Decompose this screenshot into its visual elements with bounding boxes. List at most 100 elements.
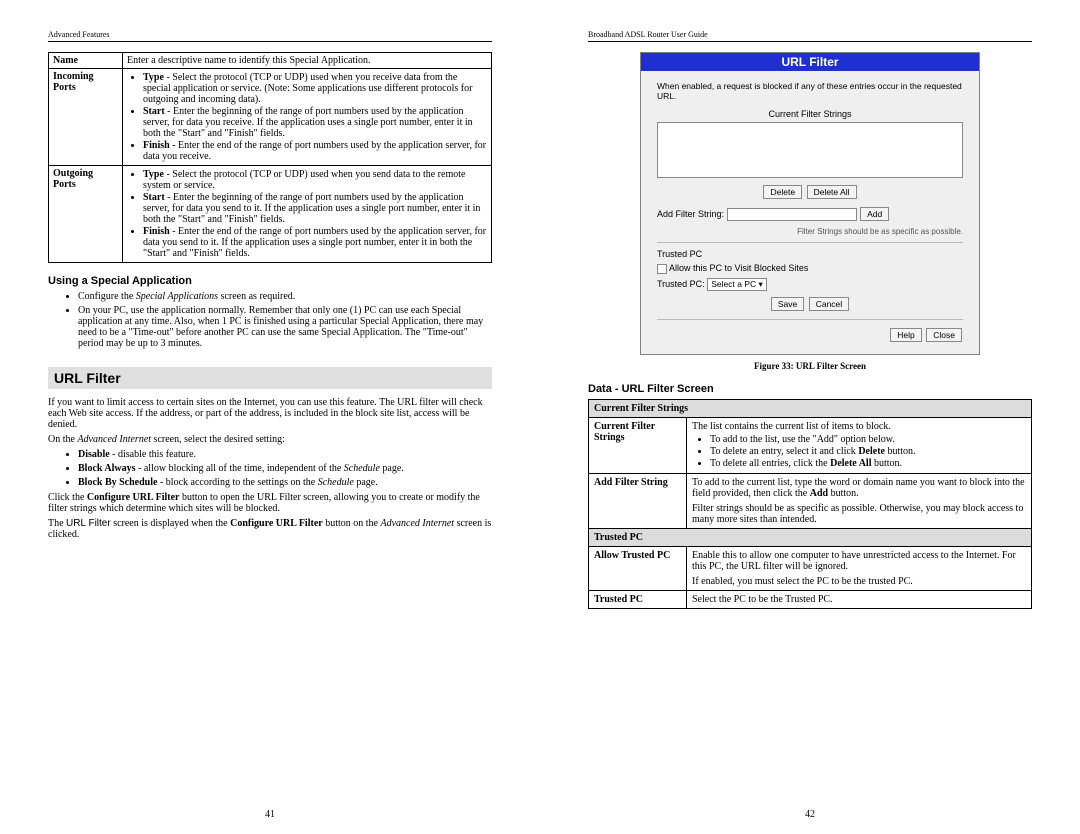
text: The list contains the current list of it…	[692, 421, 891, 432]
text: On your PC, use the application normally…	[78, 305, 483, 349]
figure-caption: Figure 33: URL Filter Screen	[588, 361, 1032, 371]
bold: Configure URL Filter	[230, 518, 323, 529]
add-filter-input[interactable]	[727, 208, 857, 221]
term: Finish	[143, 226, 170, 237]
table-key: Allow Trusted PC	[589, 546, 687, 590]
para: On the Advanced Internet screen, select …	[48, 434, 492, 445]
text: Enable this to allow one computer to hav…	[692, 550, 1026, 572]
left-page: Advanced Features Name Enter a descripti…	[0, 0, 540, 834]
para: The URL Filter screen is displayed when …	[48, 518, 492, 540]
def-label: Incoming Ports	[49, 69, 123, 166]
allow-trusted-label: Allow this PC to Visit Blocked Sites	[669, 263, 808, 273]
text: On the	[48, 434, 77, 445]
table-val: Select the PC to be the Trusted PC.	[687, 590, 1032, 608]
using-list: Configure the Special Applications scree…	[48, 291, 492, 349]
text: screen as required.	[218, 291, 295, 302]
bold: Add	[810, 488, 828, 499]
screenshot-note: When enabled, a request is blocked if an…	[657, 81, 963, 101]
text: screen, select the desired setting:	[151, 434, 285, 445]
bold: Configure URL Filter	[87, 492, 180, 503]
text: page.	[380, 463, 404, 474]
page-number: 42	[588, 809, 1032, 820]
term: Finish	[143, 140, 170, 151]
table-band: Current Filter Strings	[589, 399, 1032, 417]
table-key: Add Filter String	[589, 473, 687, 528]
text: The	[48, 518, 66, 529]
term-desc: - Enter the beginning of the range of po…	[143, 192, 480, 225]
using-heading: Using a Special Application	[48, 275, 492, 287]
text: To delete all entries, click the	[710, 458, 830, 469]
definitions-table: Name Enter a descriptive name to identif…	[48, 52, 492, 263]
term-desc: - Enter the end of the range of port num…	[143, 140, 486, 162]
text: Click the	[48, 492, 87, 503]
term-desc: - Enter the end of the range of port num…	[143, 226, 486, 259]
text: button.	[828, 488, 859, 499]
table-val: To add to the current list, type the wor…	[687, 473, 1032, 528]
url-filter-heading: URL Filter	[48, 367, 492, 389]
text: - disable this feature.	[112, 449, 196, 460]
url-filter-screenshot: URL Filter When enabled, a request is bl…	[640, 52, 980, 355]
save-button[interactable]: Save	[771, 297, 804, 311]
option-list: Disable - disable this feature. Block Al…	[48, 449, 492, 488]
data-heading: Data - URL Filter Screen	[588, 383, 1032, 395]
def-value: Enter a descriptive name to identify thi…	[123, 53, 492, 69]
sans: URL Filter	[66, 518, 111, 529]
opt: Disable	[78, 449, 112, 460]
text: If enabled, you must select the PC to be…	[692, 576, 1026, 587]
text: - allow blocking all of the time, indepe…	[136, 463, 344, 474]
text: button on the	[323, 518, 381, 529]
page-header-left: Advanced Features	[48, 30, 492, 42]
ital: Special Applications	[136, 291, 218, 302]
right-page: Broadband ADSL Router User Guide URL Fil…	[540, 0, 1080, 834]
def-label: Outgoing Ports	[49, 166, 123, 263]
li: To add to the list, use the "Add" option…	[710, 434, 1026, 445]
para: If you want to limit access to certain s…	[48, 397, 492, 430]
term-desc: - Select the protocol (TCP or UDP) used …	[143, 72, 472, 105]
table-band: Trusted PC	[589, 528, 1032, 546]
text: To delete an entry, select it and click	[710, 446, 858, 457]
text: Filter strings should be as specific as …	[692, 503, 1026, 525]
ital: Schedule	[344, 463, 380, 474]
table-val: Enable this to allow one computer to hav…	[687, 546, 1032, 590]
trusted-pc-select[interactable]: Select a PC ▾	[707, 278, 767, 291]
filter-hint: Filter Strings should be as specific as …	[657, 227, 963, 236]
ital: Schedule	[318, 477, 354, 488]
ital: Advanced Internet	[380, 518, 454, 529]
allow-trusted-checkbox[interactable]	[657, 264, 667, 274]
page-number: 41	[48, 809, 492, 820]
text: button.	[885, 446, 916, 457]
table-key: Current Filter Strings	[589, 417, 687, 473]
data-table: Current Filter Strings Current Filter St…	[588, 399, 1032, 609]
para: Click the Configure URL Filter button to…	[48, 492, 492, 514]
delete-button[interactable]: Delete	[763, 185, 802, 199]
def-label: Name	[49, 53, 123, 69]
term: Type	[143, 72, 164, 83]
text: page.	[354, 477, 378, 488]
help-button[interactable]: Help	[890, 328, 921, 342]
trusted-pc-heading: Trusted PC	[657, 249, 963, 259]
opt: Block Always	[78, 463, 136, 474]
term-desc: - Select the protocol (TCP or UDP) used …	[143, 169, 465, 191]
term: Type	[143, 169, 164, 180]
def-value: Type - Select the protocol (TCP or UDP) …	[123, 69, 492, 166]
text: button.	[871, 458, 902, 469]
term: Start	[143, 192, 165, 203]
text: screen is displayed when the	[111, 518, 230, 529]
screenshot-title: URL Filter	[641, 53, 979, 71]
filter-strings-textarea[interactable]	[657, 122, 963, 178]
text: Configure the	[78, 291, 136, 302]
table-key: Trusted PC	[589, 590, 687, 608]
bold: Delete	[858, 446, 885, 457]
close-button[interactable]: Close	[926, 328, 962, 342]
bold: Delete All	[830, 458, 871, 469]
cancel-button[interactable]: Cancel	[809, 297, 849, 311]
add-button[interactable]: Add	[860, 207, 889, 221]
def-value: Type - Select the protocol (TCP or UDP) …	[123, 166, 492, 263]
table-val: The list contains the current list of it…	[687, 417, 1032, 473]
delete-all-button[interactable]: Delete All	[807, 185, 857, 199]
opt: Block By Schedule	[78, 477, 157, 488]
ital: Advanced Internet	[77, 434, 151, 445]
text: - block according to the settings on the	[157, 477, 317, 488]
add-filter-label: Add Filter String:	[657, 209, 724, 219]
screenshot-subtitle: Current Filter Strings	[657, 109, 963, 119]
